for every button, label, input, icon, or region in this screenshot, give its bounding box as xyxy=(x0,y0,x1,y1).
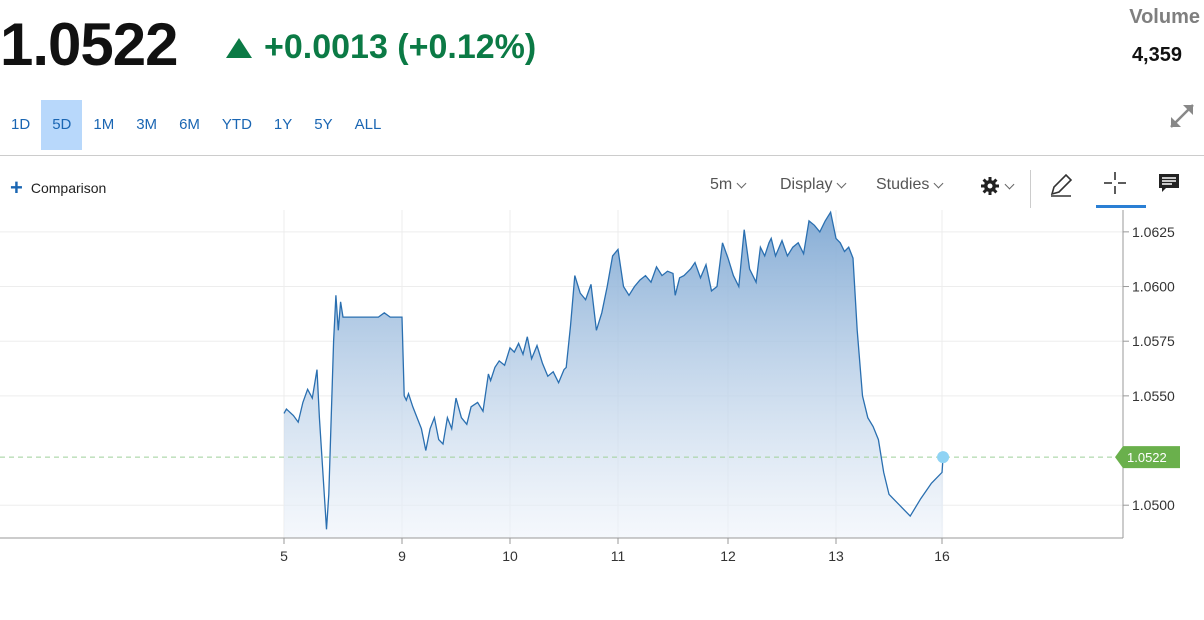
y-tick-label: 1.0600 xyxy=(1132,279,1175,295)
y-tick-label: 1.0625 xyxy=(1132,224,1175,240)
x-tick-label: 5 xyxy=(280,548,288,564)
current-price-dot xyxy=(937,451,949,463)
y-tick-label: 1.0575 xyxy=(1132,333,1175,349)
x-tick-label: 9 xyxy=(398,548,406,564)
x-tick-label: 16 xyxy=(934,548,950,564)
x-tick-label: 13 xyxy=(828,548,844,564)
x-tick-label: 12 xyxy=(720,548,736,564)
current-price-badge: 1.0522 xyxy=(1115,446,1180,468)
x-tick-label: 10 xyxy=(502,548,518,564)
y-tick-label: 1.0550 xyxy=(1132,388,1175,404)
x-tick-label: 11 xyxy=(611,548,626,564)
y-tick-label: 1.0500 xyxy=(1132,497,1175,513)
chart-area-fill xyxy=(284,212,943,538)
current-price-badge-label: 1.0522 xyxy=(1127,450,1167,465)
